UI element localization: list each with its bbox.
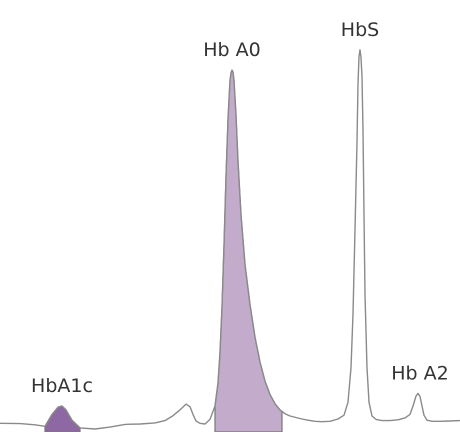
peak-label-hbs: HbS [341, 19, 379, 41]
peak-label-hba0: Hb A0 [203, 39, 260, 61]
peak-fill-hba0 [214, 69, 283, 432]
peak-fill-hba1c [44, 405, 81, 432]
peak-labels: HbA1c Hb A0 HbS Hb A2 [31, 19, 449, 397]
chromatogram-trace [0, 49, 460, 430]
peak-label-hba2: Hb A2 [391, 362, 448, 384]
peak-label-hba1c: HbA1c [31, 375, 93, 397]
